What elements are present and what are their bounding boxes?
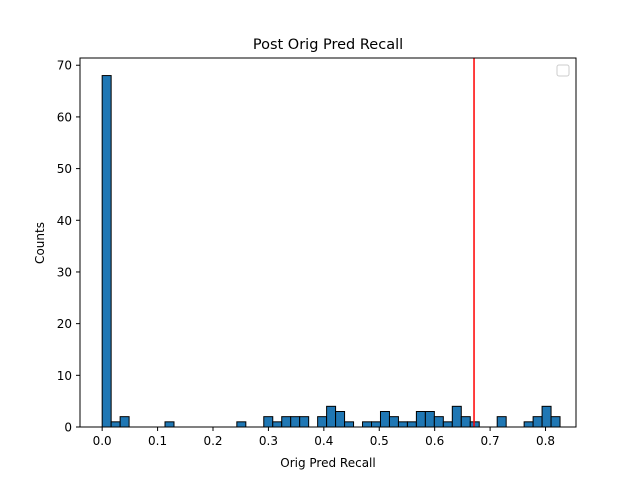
histogram-bar [371, 421, 381, 428]
histogram-bar [236, 421, 247, 428]
histogram-bar [406, 421, 417, 428]
x-tick-label: 0.7 [481, 434, 500, 448]
histogram-bar [344, 421, 355, 428]
x-tick-label: 0.0 [93, 434, 112, 448]
histogram-bar [532, 416, 543, 428]
y-tick-label: 40 [57, 214, 72, 228]
y-tick-label: 70 [57, 59, 72, 73]
histogram-bar [397, 421, 408, 428]
histogram-bar [362, 421, 373, 428]
x-tick-label: 0.2 [203, 434, 222, 448]
histogram-bar [460, 416, 471, 428]
x-tick-label: 0.8 [536, 434, 555, 448]
plot-frame [79, 57, 577, 428]
y-tick-label: 20 [57, 317, 72, 331]
histogram-bar [335, 411, 346, 428]
chart-title: Post Orig Pred Recall [253, 37, 403, 53]
histogram-bar [119, 416, 130, 428]
x-tick-label: 0.6 [425, 434, 444, 448]
y-axis-label: Counts [33, 222, 47, 264]
y-tick-label: 10 [57, 369, 72, 383]
histogram-bar [379, 411, 390, 428]
histogram-bar [110, 421, 121, 428]
histogram-bar [541, 405, 552, 428]
y-tick-label: 30 [57, 265, 72, 279]
x-axis-label: Orig Pred Recall [280, 456, 375, 470]
histogram-bar [523, 421, 534, 428]
histogram-bar [415, 411, 426, 428]
histogram-bar [263, 416, 274, 428]
histogram-bar [281, 416, 292, 428]
x-tick-label: 0.5 [370, 434, 389, 448]
x-axis-ticks: 0.0 0.1 0.2 0.3 0.4 0.5 0.6 0.7 0.8 [93, 427, 555, 448]
histogram-bar [496, 416, 507, 428]
histogram-bar [272, 421, 283, 428]
x-tick-label: 0.3 [259, 434, 278, 448]
histogram-bar [290, 416, 301, 428]
y-tick-label: 0 [64, 421, 72, 435]
histogram-bar [326, 405, 337, 428]
histogram-bar [317, 416, 328, 428]
y-tick-label: 60 [57, 110, 72, 124]
histogram-bar [550, 416, 561, 428]
histogram-bar [299, 416, 310, 428]
histogram-bar [424, 411, 435, 428]
histogram-bar [451, 405, 462, 428]
histogram-bar [433, 416, 444, 428]
histogram-bar [388, 416, 399, 428]
x-tick-label: 0.4 [314, 434, 333, 448]
histogram-bar [101, 75, 112, 428]
x-tick-label: 0.1 [148, 434, 167, 448]
legend-box [556, 64, 570, 77]
y-tick-label: 50 [57, 162, 72, 176]
y-axis-ticks: 0 10 20 30 40 50 60 70 [57, 59, 80, 435]
histogram-bar [164, 421, 175, 428]
histogram-bar [442, 421, 453, 428]
